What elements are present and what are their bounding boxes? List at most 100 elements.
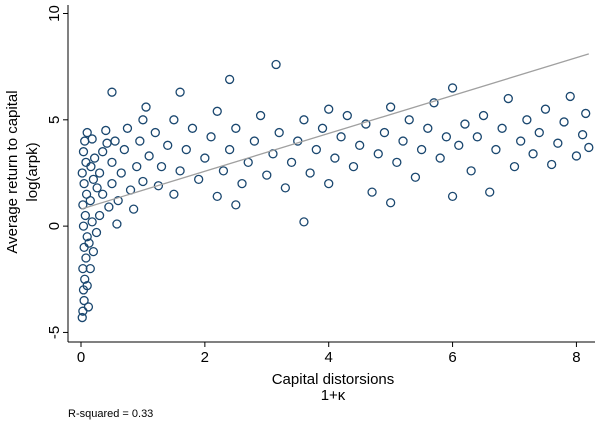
point <box>581 108 591 119</box>
point <box>218 166 229 176</box>
point <box>212 106 222 116</box>
point <box>112 219 122 229</box>
point <box>373 149 383 159</box>
point <box>571 151 582 161</box>
point <box>299 115 309 125</box>
point <box>135 136 145 146</box>
point <box>169 189 179 199</box>
point <box>175 87 185 97</box>
point <box>559 117 569 127</box>
point <box>317 123 328 133</box>
point <box>497 123 507 133</box>
point <box>79 178 89 189</box>
point <box>348 161 359 172</box>
point <box>577 130 588 140</box>
point <box>324 104 334 114</box>
point <box>516 136 526 146</box>
point <box>104 202 114 212</box>
point <box>385 102 396 112</box>
point <box>113 195 123 206</box>
point <box>89 153 100 163</box>
x-tick-label: 0 <box>77 349 85 366</box>
point <box>86 161 96 172</box>
point <box>398 136 408 146</box>
point <box>509 161 520 172</box>
point <box>503 93 513 104</box>
point <box>128 204 139 214</box>
point <box>410 172 421 182</box>
y-axis-title: log(arpk) <box>24 142 41 201</box>
point <box>194 174 204 184</box>
point <box>82 127 92 138</box>
point <box>119 144 130 155</box>
point <box>138 115 148 125</box>
point <box>138 176 148 187</box>
point <box>423 123 433 133</box>
point <box>132 161 142 172</box>
point <box>231 123 241 133</box>
point <box>101 125 111 136</box>
point <box>342 110 352 121</box>
point <box>435 153 445 163</box>
point <box>94 210 105 221</box>
point <box>249 136 260 146</box>
point <box>206 132 216 142</box>
point <box>355 140 365 150</box>
point <box>224 74 235 85</box>
point <box>107 178 117 189</box>
point <box>231 200 241 210</box>
point <box>336 132 346 142</box>
point <box>528 149 538 159</box>
point <box>385 198 396 208</box>
point <box>212 191 222 202</box>
point <box>367 187 377 197</box>
point <box>454 140 464 150</box>
point <box>540 104 551 114</box>
point <box>88 174 99 184</box>
point <box>305 168 315 178</box>
point <box>379 127 390 138</box>
point <box>255 110 266 121</box>
point <box>78 147 89 157</box>
point <box>271 59 281 70</box>
point <box>491 144 501 155</box>
x-tick-label: 8 <box>572 349 580 366</box>
point <box>153 181 164 191</box>
point <box>78 221 89 231</box>
point <box>107 87 117 97</box>
point <box>466 166 476 176</box>
point <box>175 166 185 176</box>
point <box>150 127 160 138</box>
point <box>460 119 470 129</box>
point <box>274 127 284 138</box>
point <box>87 134 97 144</box>
point <box>324 178 334 189</box>
point <box>522 115 532 125</box>
point <box>102 138 112 148</box>
point <box>77 168 87 178</box>
point <box>478 110 489 121</box>
point <box>584 142 594 153</box>
point <box>122 123 133 133</box>
point <box>82 281 92 291</box>
point <box>88 246 99 257</box>
point <box>200 153 210 163</box>
point <box>447 83 458 93</box>
point <box>441 132 452 142</box>
point <box>84 238 94 248</box>
x-tick-label: 4 <box>325 349 333 366</box>
point <box>87 217 97 227</box>
point <box>392 157 402 167</box>
y-tick-label: 0 <box>46 222 63 230</box>
point <box>79 295 89 306</box>
point <box>553 138 563 148</box>
y-tick-label: 5 <box>46 116 63 124</box>
point <box>416 144 427 155</box>
point <box>447 191 458 202</box>
point <box>286 157 297 167</box>
x-tick-label: 6 <box>448 349 456 366</box>
fit-line <box>80 53 589 210</box>
point <box>565 91 575 102</box>
point <box>94 168 105 178</box>
